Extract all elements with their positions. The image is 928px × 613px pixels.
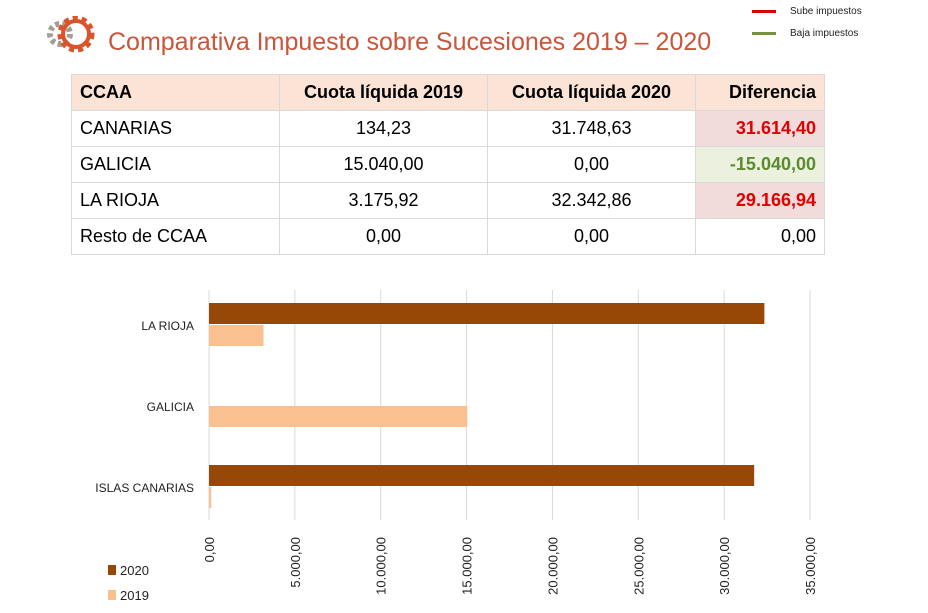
header-2020: Cuota líquida 2020 bbox=[487, 74, 696, 111]
cell-ccaa: LA RIOJA bbox=[71, 182, 280, 219]
legend-baja: Baja impuestos bbox=[752, 26, 862, 40]
cell-ccaa: GALICIA bbox=[71, 146, 280, 183]
x-tick-label: 35.000,00 bbox=[803, 537, 818, 595]
bar-2019 bbox=[209, 325, 264, 346]
table-header: CCAA Cuota líquida 2019 Cuota líquida 20… bbox=[71, 74, 825, 111]
cell-2020: 0,00 bbox=[487, 218, 696, 255]
legend-label: Baja impuestos bbox=[790, 27, 859, 39]
bar-2019 bbox=[209, 487, 212, 508]
cell-diferencia: -15.040,00 bbox=[695, 146, 825, 183]
cell-ccaa: Resto de CCAA bbox=[71, 218, 280, 255]
table-row: LA RIOJA 3.175,92 32.342,86 29.166,94 bbox=[71, 182, 825, 219]
cell-diferencia: 0,00 bbox=[695, 218, 825, 255]
header-diferencia: Diferencia bbox=[695, 74, 825, 111]
x-tick-label: 15.000,00 bbox=[460, 537, 475, 595]
cell-2020: 0,00 bbox=[487, 146, 696, 183]
legend-label: Sube impuestos bbox=[790, 5, 862, 17]
category-label: ISLAS CANARIAS bbox=[95, 481, 194, 495]
comparison-table: CCAA Cuota líquida 2019 Cuota líquida 20… bbox=[71, 74, 825, 255]
x-tick-label: 10.000,00 bbox=[374, 537, 389, 595]
table-row: CANARIAS 134,23 31.748,63 31.614,40 bbox=[71, 110, 825, 147]
table-row: GALICIA 15.040,00 0,00 -15.040,00 bbox=[71, 146, 825, 183]
table-row: Resto de CCAA 0,00 0,00 0,00 bbox=[71, 218, 825, 255]
x-tick-label: 20.000,00 bbox=[545, 537, 560, 595]
x-tick-label: 30.000,00 bbox=[717, 537, 732, 595]
bar-2020 bbox=[209, 303, 765, 324]
cell-diferencia: 31.614,40 bbox=[695, 110, 825, 147]
x-tick-label: 5.000,00 bbox=[288, 537, 303, 588]
gears-icon bbox=[47, 16, 95, 53]
header-ccaa: CCAA bbox=[71, 74, 280, 111]
category-label: LA RIOJA bbox=[141, 319, 194, 333]
cell-2019: 134,23 bbox=[279, 110, 488, 147]
cell-ccaa: CANARIAS bbox=[71, 110, 280, 147]
cell-2019: 3.175,92 bbox=[279, 182, 488, 219]
bar-chart: 0,00 5.000,00 10.000,00 15.000,00 20.000,00 2… bbox=[95, 290, 818, 603]
cell-2020: 31.748,63 bbox=[487, 110, 696, 147]
legend-label: 2019 bbox=[120, 588, 149, 603]
legend-swatch bbox=[108, 565, 116, 575]
cell-2020: 32.342,86 bbox=[487, 182, 696, 219]
cell-2019: 0,00 bbox=[279, 218, 488, 255]
category-label: GALICIA bbox=[147, 400, 194, 414]
bar-2019 bbox=[209, 406, 468, 427]
page-title: Comparativa Impuesto sobre Sucesiones 20… bbox=[108, 28, 712, 56]
legend-label: 2020 bbox=[120, 563, 149, 578]
cell-2019: 15.040,00 bbox=[279, 146, 488, 183]
green-line-icon bbox=[752, 31, 776, 35]
bar-2020 bbox=[209, 465, 755, 486]
legend-sube: Sube impuestos bbox=[752, 4, 862, 18]
top-legend: Sube impuestos Baja impuestos bbox=[752, 4, 862, 40]
legend-swatch bbox=[108, 590, 116, 600]
header-2019: Cuota líquida 2019 bbox=[279, 74, 488, 111]
x-tick-label: 0,00 bbox=[202, 537, 217, 562]
red-line-icon bbox=[752, 9, 776, 13]
x-tick-label: 25.000,00 bbox=[631, 537, 646, 595]
cell-diferencia: 29.166,94 bbox=[695, 182, 825, 219]
